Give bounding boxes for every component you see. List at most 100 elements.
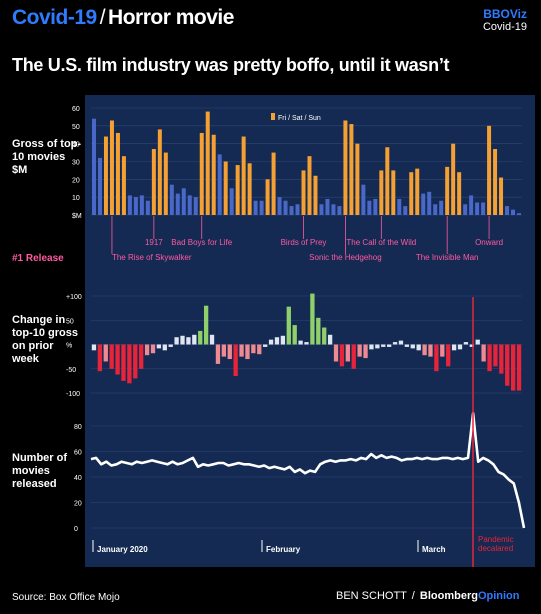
gross-bar bbox=[403, 206, 408, 215]
brand-badge: BBOViz Covid-19 bbox=[483, 8, 527, 34]
change-bar bbox=[333, 344, 339, 362]
gross-bar bbox=[127, 195, 132, 215]
change-bar bbox=[268, 339, 274, 345]
gross-bar bbox=[133, 197, 138, 215]
gross-bar bbox=[307, 156, 312, 215]
change-bar bbox=[251, 344, 256, 354]
gross-bar bbox=[379, 170, 384, 215]
change-bar bbox=[115, 344, 120, 375]
gross-bar bbox=[313, 175, 318, 215]
gross-bar bbox=[92, 118, 96, 215]
release-label: Bad Boys for Life bbox=[171, 238, 232, 247]
release-label: The Call of the Wild bbox=[346, 238, 416, 247]
change-bar bbox=[156, 344, 162, 349]
line-tick-label: 60 bbox=[74, 450, 82, 457]
gross-bar bbox=[457, 172, 462, 215]
release-label: The Rise of Skywalker bbox=[112, 253, 192, 262]
author-name: BEN SCHOTT bbox=[336, 590, 407, 602]
footer-author: BEN SCHOTT / BloombergOpinion bbox=[336, 590, 520, 602]
gross-bar bbox=[229, 188, 234, 215]
change-bar bbox=[139, 344, 144, 369]
gross-bar bbox=[175, 193, 180, 215]
change-bar bbox=[127, 344, 132, 384]
change-bar bbox=[168, 344, 173, 347]
gross-bar bbox=[235, 165, 240, 215]
legend-label: Fri / Sat / Sun bbox=[278, 115, 321, 122]
change-bar bbox=[103, 344, 108, 362]
gross-bar bbox=[493, 149, 498, 215]
brand-bloomberg: Bloomberg bbox=[419, 590, 478, 602]
release-label: Onward bbox=[475, 238, 503, 247]
gross-bar bbox=[103, 136, 108, 215]
chart-title: Covid-19/Horror movie bbox=[12, 6, 234, 30]
change-bar bbox=[133, 344, 138, 379]
change-bar bbox=[469, 344, 474, 347]
gross-bar bbox=[97, 157, 102, 215]
change-bar bbox=[375, 344, 380, 349]
gross-bar bbox=[295, 204, 300, 215]
line-tick-label: 20 bbox=[74, 501, 82, 508]
month-label: February bbox=[266, 545, 301, 554]
legend-swatch bbox=[271, 113, 275, 120]
change-bar bbox=[192, 334, 197, 345]
change-bar bbox=[351, 344, 356, 369]
change-bar bbox=[298, 340, 303, 345]
month-label: January 2020 bbox=[97, 545, 148, 554]
gross-bar bbox=[487, 125, 492, 215]
change-tick-label: -50 bbox=[66, 367, 76, 374]
gross-bar bbox=[373, 198, 378, 215]
gross-bar bbox=[301, 170, 306, 215]
change-bar bbox=[109, 344, 114, 369]
change-bar bbox=[392, 342, 398, 345]
chart-subtitle: The U.S. film industry was pretty boffo,… bbox=[12, 55, 450, 75]
line-tick-label: 80 bbox=[74, 424, 82, 431]
brand-main: BBOViz bbox=[483, 8, 527, 21]
gross-bar bbox=[463, 204, 468, 215]
gross-bar bbox=[193, 197, 198, 215]
gross-bar bbox=[205, 111, 210, 215]
label-number: Number of movies released bbox=[12, 452, 67, 490]
gross-bar bbox=[169, 184, 174, 215]
gross-bar bbox=[283, 200, 288, 215]
release-label: The Invisible Man bbox=[416, 253, 479, 262]
movies-line-chart: 80 60 40 20 0 bbox=[74, 411, 526, 533]
label-release: #1 Release bbox=[12, 253, 64, 264]
change-bar bbox=[505, 344, 510, 386]
change-bar bbox=[286, 306, 291, 345]
gross-bar bbox=[325, 198, 330, 215]
change-bar bbox=[446, 344, 451, 367]
gross-bar bbox=[253, 200, 258, 215]
gross-bar bbox=[247, 163, 252, 215]
change-bar bbox=[221, 344, 226, 357]
gross-bar bbox=[439, 200, 444, 215]
gross-tick-label: 20 bbox=[72, 177, 80, 184]
gross-bar bbox=[343, 120, 348, 215]
label-change: Change in top-10 gross on prior week bbox=[12, 314, 79, 365]
month-label: March bbox=[422, 545, 446, 554]
title-horror: Horror movie bbox=[108, 6, 234, 29]
gross-tick-label: 60 bbox=[72, 106, 80, 113]
change-bar bbox=[162, 344, 167, 351]
label-gross: Gross of top-10 movies $M bbox=[12, 138, 82, 176]
change-bar bbox=[292, 325, 297, 345]
change-bar bbox=[245, 344, 250, 360]
change-tick-label: +100 bbox=[66, 294, 82, 301]
gross-bar bbox=[289, 206, 294, 215]
change-bar bbox=[180, 335, 185, 345]
change-bar bbox=[257, 344, 262, 355]
gross-tick-label: 40 bbox=[72, 142, 80, 149]
footer-source: Source: Box Office Mojo bbox=[12, 592, 120, 603]
release-label: Sonic the Hedgehog bbox=[309, 253, 382, 262]
gross-bar bbox=[277, 197, 282, 215]
gross-bar bbox=[211, 134, 216, 215]
change-bar bbox=[263, 344, 268, 347]
change-bar bbox=[274, 337, 280, 345]
gross-bar bbox=[265, 179, 270, 215]
change-bar bbox=[198, 330, 203, 345]
change-bar bbox=[510, 344, 516, 391]
gross-bar bbox=[163, 152, 168, 215]
change-bar bbox=[121, 344, 126, 381]
change-bar bbox=[186, 337, 191, 345]
change-bar bbox=[310, 293, 315, 345]
